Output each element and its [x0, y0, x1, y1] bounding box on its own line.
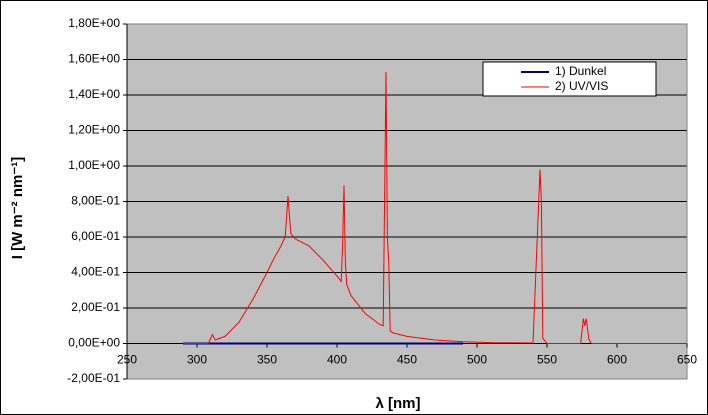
x-tick-label: 600 — [607, 353, 627, 367]
y-tick-label: 1,20E+00 — [68, 123, 120, 137]
x-tick-label: 450 — [397, 353, 417, 367]
y-tick-label: 1,00E+00 — [68, 158, 120, 172]
x-tick-label: 650 — [677, 353, 697, 367]
series-line — [183, 71, 687, 344]
y-tick-label: 1,60E+00 — [68, 52, 120, 66]
x-tick-label: 550 — [537, 353, 557, 367]
x-tick-label: 350 — [257, 353, 277, 367]
legend-label: 1) Dunkel — [555, 64, 606, 78]
y-tick-label: 1,40E+00 — [68, 87, 120, 101]
y-axis-title: I [W m⁻² nm⁻¹] — [9, 157, 26, 259]
y-tick-label: -2,00E-01 — [67, 371, 120, 385]
legend-label: 2) UV/VIS — [555, 79, 608, 93]
y-tick-label: 4,00E-01 — [71, 265, 120, 279]
y-tick-label: 2,00E-01 — [71, 300, 120, 314]
y-tick-label: 0,00E+00 — [68, 336, 120, 350]
x-tick-label: 250 — [117, 353, 137, 367]
x-tick-label: 300 — [187, 353, 207, 367]
legend-box — [482, 61, 657, 97]
x-tick-label: 400 — [327, 353, 347, 367]
x-tick-label: 500 — [467, 353, 487, 367]
y-tick-label: 1,80E+00 — [68, 16, 120, 30]
y-tick-label: 6,00E-01 — [71, 229, 120, 243]
y-tick-label: 8,00E-01 — [71, 194, 120, 208]
x-axis-title: λ [nm] — [376, 395, 421, 412]
